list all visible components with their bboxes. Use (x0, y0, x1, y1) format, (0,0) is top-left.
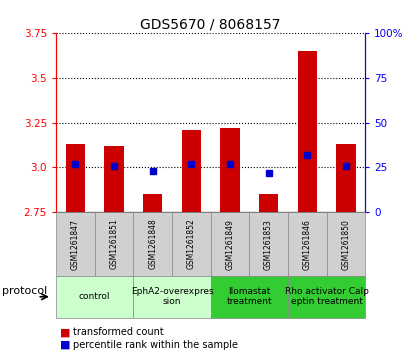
Text: GSM1261850: GSM1261850 (342, 219, 350, 270)
Title: GDS5670 / 8068157: GDS5670 / 8068157 (140, 17, 281, 32)
Bar (104, 146, 124, 212)
Text: GSM1261848: GSM1261848 (148, 219, 157, 269)
Text: ■: ■ (60, 340, 71, 350)
Bar (298, 51, 317, 212)
Text: Ilomastat
treatment: Ilomastat treatment (227, 287, 272, 306)
Bar (336, 144, 356, 212)
Text: GSM1261852: GSM1261852 (187, 219, 196, 269)
Bar (220, 128, 239, 212)
Bar (143, 195, 162, 212)
Bar (182, 130, 201, 212)
Text: percentile rank within the sample: percentile rank within the sample (73, 340, 238, 350)
Text: GSM1261853: GSM1261853 (264, 219, 273, 270)
Bar (259, 195, 278, 212)
Text: ■: ■ (60, 327, 71, 337)
Text: GSM1261847: GSM1261847 (71, 219, 80, 270)
Text: control: control (79, 292, 110, 301)
Text: GSM1261851: GSM1261851 (110, 219, 119, 269)
Text: EphA2-overexpres
sion: EphA2-overexpres sion (131, 287, 213, 306)
Text: protocol: protocol (2, 286, 47, 296)
Text: transformed count: transformed count (73, 327, 164, 337)
Text: GSM1261846: GSM1261846 (303, 219, 312, 270)
Text: Rho activator Calp
eptin treatment: Rho activator Calp eptin treatment (285, 287, 369, 306)
Bar (66, 144, 85, 212)
Text: GSM1261849: GSM1261849 (225, 219, 234, 270)
